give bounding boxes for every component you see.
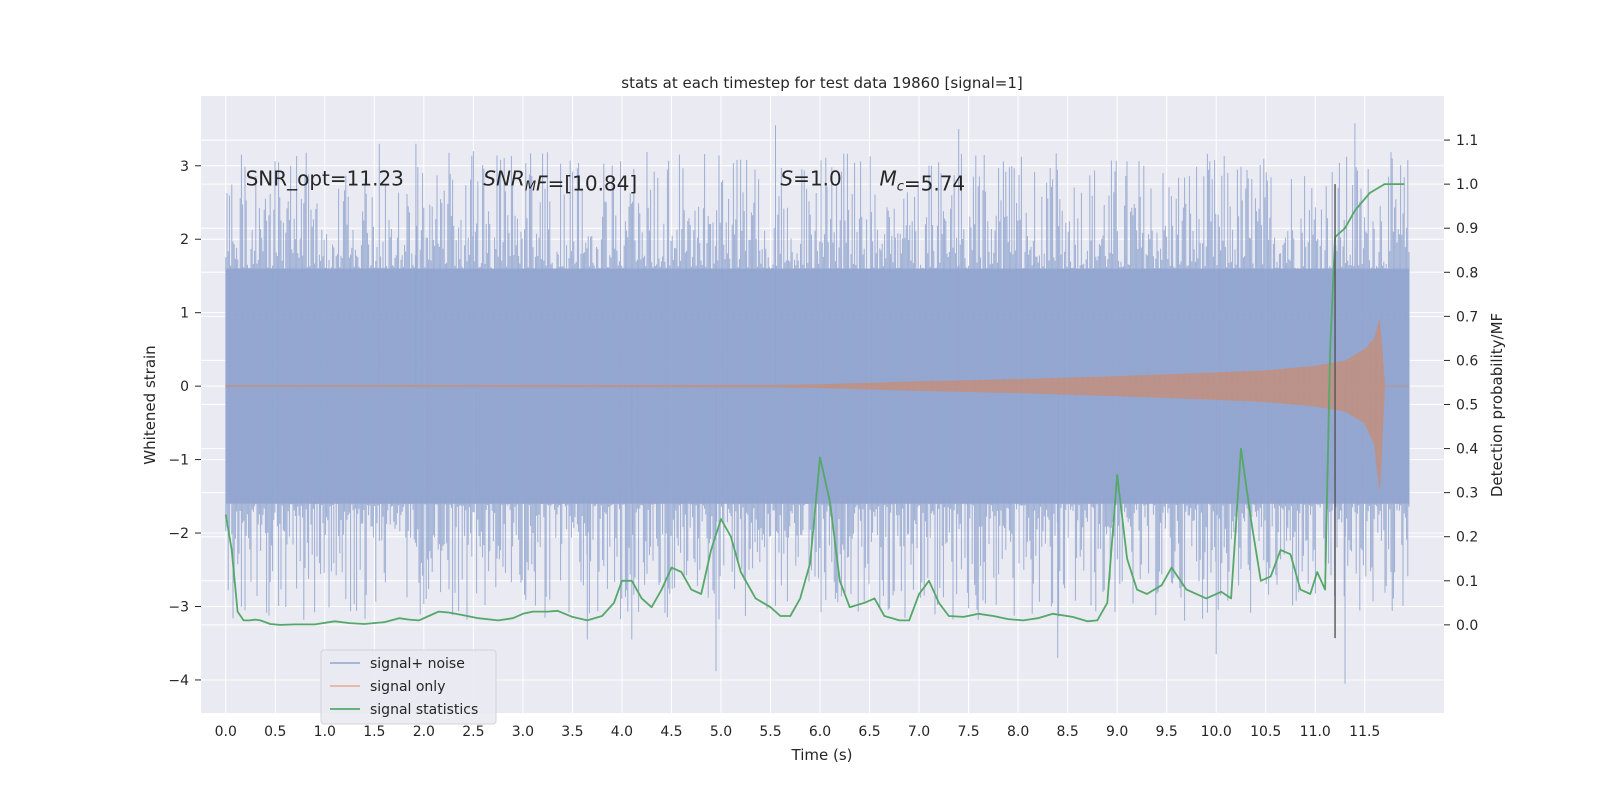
x-tick-label: 0.0 [215, 724, 237, 740]
y2-tick-label: 0.7 [1456, 309, 1478, 325]
y-axis-label: Whitened strain [141, 345, 159, 464]
annotation-text: SNRMF=[10.84] [483, 167, 637, 196]
x-tick-label: 4.0 [611, 724, 633, 740]
x-tick-label: 5.0 [710, 724, 732, 740]
statistics-line [224, 183, 1405, 626]
y2-tick-label: 0.8 [1456, 265, 1478, 281]
y2-tick-label: 0.3 [1456, 486, 1478, 502]
x-tick-label: 2.5 [462, 724, 484, 740]
x-tick-label: 10.0 [1201, 724, 1232, 740]
x-tick-label: 5.5 [759, 724, 781, 740]
x-tick-label: 4.5 [660, 724, 682, 740]
x-axis-label: Time (s) [791, 746, 853, 764]
x-tick-label: 9.0 [1106, 724, 1128, 740]
x-tick-label: 11.5 [1349, 724, 1380, 740]
y2-axis-label: Detection probability/MF [1488, 313, 1506, 497]
x-tick-label: 10.5 [1250, 724, 1281, 740]
x-tick-label: 1.5 [363, 724, 385, 740]
y2-tick-label: 0.5 [1456, 398, 1478, 414]
x-tick-label: 2.0 [413, 724, 435, 740]
x-tick-label: 7.0 [908, 724, 930, 740]
x-axis-ticks: 0.0 0.5 1.0 1.5 2.0 2.5 3.0 3.5 4.0 4.5 5.0 5.5 6.0 6… [215, 724, 1381, 740]
legend-label-noise: signal+ noise [370, 656, 465, 672]
x-tick-label: 3.5 [561, 724, 583, 740]
legend-label-signal-only: signal only [370, 679, 445, 695]
x-tick-label: 8.5 [1057, 724, 1079, 740]
y2-tick-label: 1.1 [1456, 133, 1478, 149]
y-tick-label: 2 [180, 232, 189, 248]
y-tick-label: −3 [168, 599, 189, 615]
x-tick-label: 11.0 [1300, 724, 1331, 740]
x-tick-label: 7.5 [957, 724, 979, 740]
y2-tick-label: 0.0 [1456, 618, 1478, 634]
x-tick-label: 8.0 [1007, 724, 1029, 740]
legend-box [320, 649, 497, 725]
y2-tick-label: 0.1 [1456, 574, 1478, 590]
y-tick-label: 1 [180, 306, 189, 322]
annotation-text: S=1.0 [780, 167, 841, 191]
legend-label-statistics: signal statistics [370, 702, 478, 718]
annotations: SNR_opt=11.23 SNRMF=[10.84] S=1.0 Mc=5.74 [246, 167, 966, 196]
y2-tick-label: 0.4 [1456, 442, 1478, 458]
y-tick-label: −1 [168, 453, 189, 469]
signal-only-series [225, 319, 1410, 490]
y-tick-label: −2 [168, 526, 189, 542]
y2-tick-label: 1.0 [1456, 177, 1478, 193]
y-axis-ticks: −4 −3 −2 −1 0 1 2 3 [168, 159, 201, 689]
y-tick-label: −4 [168, 673, 189, 689]
annotation-text: Mc=5.74 [879, 167, 965, 196]
y2-tick-label: 0.9 [1456, 221, 1478, 237]
x-tick-label: 3.0 [512, 724, 534, 740]
y2-axis-ticks: 0.0 0.1 0.2 0.3 0.4 0.5 0.6 0.7 0.8 0.9 1.0 1.1 [1444, 133, 1478, 634]
annotation-text: SNR_opt=11.23 [246, 167, 404, 191]
y2-tick-label: 0.6 [1456, 353, 1478, 369]
signal-envelope [225, 319, 1410, 490]
y-tick-label: 3 [180, 159, 189, 175]
x-tick-label: 1.0 [314, 724, 336, 740]
x-tick-label: 9.5 [1156, 724, 1178, 740]
x-tick-label: 6.0 [809, 724, 831, 740]
x-tick-label: 0.5 [264, 724, 286, 740]
y-tick-label: 0 [180, 379, 189, 395]
noise-trace [225, 123, 1410, 684]
x-tick-label: 6.5 [858, 724, 880, 740]
signal-statistics-series [224, 183, 1405, 626]
chart-title: stats at each timestep for test data 198… [621, 74, 1022, 92]
legend: signal+ noise signal only signal statist… [320, 649, 497, 725]
y2-tick-label: 0.2 [1456, 530, 1478, 546]
